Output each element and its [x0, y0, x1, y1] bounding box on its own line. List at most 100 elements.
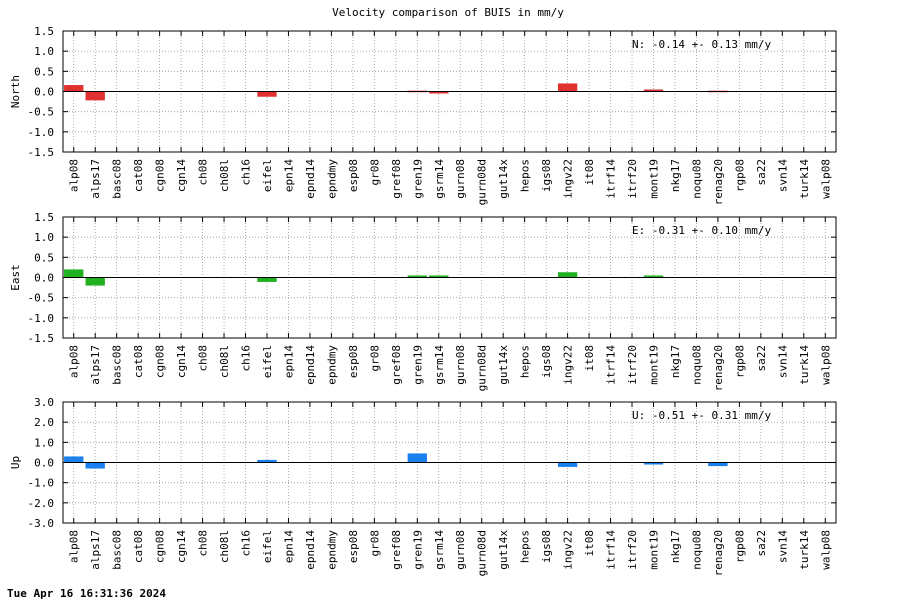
x-tick-label: alps17: [89, 159, 102, 199]
x-tick-label: sa22: [755, 345, 768, 372]
x-tick-label: ch08l: [218, 345, 231, 378]
y-tick-label: 0.0: [34, 86, 54, 99]
x-tick-label: alp08: [68, 530, 81, 563]
x-tick-label: gr08: [368, 345, 381, 372]
chart-panels: 1.5 1.0 0.5 0.0 -0.5 -1.0 -1.5 alp08 alps17 basc0…: [9, 25, 837, 576]
bar: [429, 275, 449, 278]
bar: [643, 89, 664, 92]
x-tick-label: gut14x: [497, 345, 510, 385]
x-tick-label: eifel: [261, 530, 274, 563]
x-tick-label: svn14: [776, 530, 789, 563]
x-tick-label: esp08: [347, 345, 360, 378]
bar: [429, 91, 449, 94]
x-tick-label: cat08: [132, 345, 145, 378]
y-tick-label: 2.0: [34, 416, 54, 429]
bar: [643, 462, 664, 465]
x-tick-label: gren19: [411, 530, 424, 570]
x-tick-label: renag20: [712, 159, 725, 205]
y-axis-label: North: [9, 75, 22, 108]
y-tick-label: 1.5: [34, 211, 54, 224]
x-tick-label: sa22: [755, 530, 768, 557]
x-tick-label: hepos: [519, 345, 532, 378]
x-tick-label: turk14: [798, 159, 811, 199]
x-tick-label: cgn08: [154, 345, 167, 378]
x-tick-label: gren19: [411, 159, 424, 199]
x-tick-label: rgp08: [733, 345, 746, 378]
x-tick-label: epnd14: [304, 345, 317, 385]
x-tick-label: mont19: [647, 345, 660, 385]
x-tick-label: mont19: [647, 159, 660, 199]
bar: [64, 269, 84, 278]
x-tick-label: itrf20: [626, 159, 639, 199]
y-tick-label: 3.0: [34, 396, 54, 409]
x-tick-label: ch08l: [218, 530, 231, 563]
x-tick-label: cgn08: [154, 159, 167, 192]
x-tick-label: rgp08: [733, 159, 746, 192]
x-tick-label: gurn08d: [476, 345, 489, 391]
x-tick-label: gref08: [390, 345, 403, 385]
stat-annotation: U: -0.51 +- 0.31 mm/y: [632, 409, 771, 422]
chart-title: Velocity comparison of BUIS in mm/y: [332, 6, 564, 19]
bar: [257, 459, 277, 463]
y-tick-label: 0.5: [34, 65, 54, 78]
bar: [64, 456, 84, 463]
x-tick-label: gurn08: [454, 530, 467, 570]
bar: [85, 91, 105, 101]
x-tick-label: basc08: [111, 345, 124, 385]
y-tick-label: 1.0: [34, 436, 54, 449]
bar: [407, 453, 427, 463]
x-tick-label: gurn08d: [476, 530, 489, 576]
x-tick-label: gurn08: [454, 345, 467, 385]
y-tick-label: -1.0: [28, 312, 55, 325]
x-tick-label: itrf20: [626, 530, 639, 570]
bar: [708, 462, 728, 467]
x-tick-label: it08: [583, 159, 596, 186]
x-tick-label: nkg17: [669, 345, 682, 378]
y-tick-label: -2.0: [28, 497, 55, 510]
x-tick-label: gr08: [368, 159, 381, 186]
y-tick-label: 0.5: [34, 251, 54, 264]
x-tick-label: gurn08d: [476, 159, 489, 205]
bar: [643, 275, 664, 278]
y-tick-label: -1.5: [28, 332, 55, 345]
x-tick-label: renag20: [712, 345, 725, 391]
x-tick-label: ch08: [197, 345, 210, 372]
x-tick-label: hepos: [519, 530, 532, 563]
x-tick-label: epn14: [282, 159, 295, 192]
bar: [557, 272, 578, 278]
x-tick-label: ingv22: [562, 530, 575, 570]
x-tick-label: eifel: [261, 345, 274, 378]
x-tick-label: gsrm14: [433, 345, 446, 385]
x-tick-label: cgn14: [175, 345, 188, 378]
y-tick-label: 0.0: [34, 457, 54, 470]
x-tick-label: epndmy: [325, 345, 338, 385]
x-tick-label: ch16: [240, 159, 253, 186]
bar: [557, 462, 578, 467]
x-tick-label: gurn08: [454, 159, 467, 199]
x-tick-label: alp08: [68, 159, 81, 192]
x-tick-label: igs08: [540, 345, 553, 378]
plot-frame: [62, 30, 837, 153]
x-tick-label: renag20: [712, 530, 725, 576]
x-tick-label: ch16: [240, 345, 253, 372]
y-tick-label: -0.5: [28, 292, 55, 305]
x-tick-label: cat08: [132, 530, 145, 563]
x-tick-label: svn14: [776, 345, 789, 378]
y-axis-label: Up: [9, 456, 22, 469]
x-tick-label: itrf14: [605, 530, 618, 570]
x-tick-label: walp08: [819, 345, 832, 385]
x-tick-label: mont19: [647, 530, 660, 570]
plot-frame: [62, 401, 837, 524]
x-tick-label: nkg17: [669, 159, 682, 192]
x-tick-label: epn14: [282, 345, 295, 378]
timestamp: Tue Apr 16 16:31:36 2024: [7, 587, 166, 600]
bar: [407, 275, 427, 278]
bar: [85, 462, 105, 469]
x-tick-label: itrf14: [605, 345, 618, 385]
stat-annotation: N: -0.14 +- 0.13 mm/y: [632, 38, 771, 51]
panel-east: 1.5 1.0 0.5 0.0 -0.5 -1.0 -1.5 alp08 alps17 basc0…: [9, 211, 837, 391]
x-tick-label: gsrm14: [433, 530, 446, 570]
x-tick-label: igs08: [540, 530, 553, 563]
x-tick-label: ch08l: [218, 159, 231, 192]
